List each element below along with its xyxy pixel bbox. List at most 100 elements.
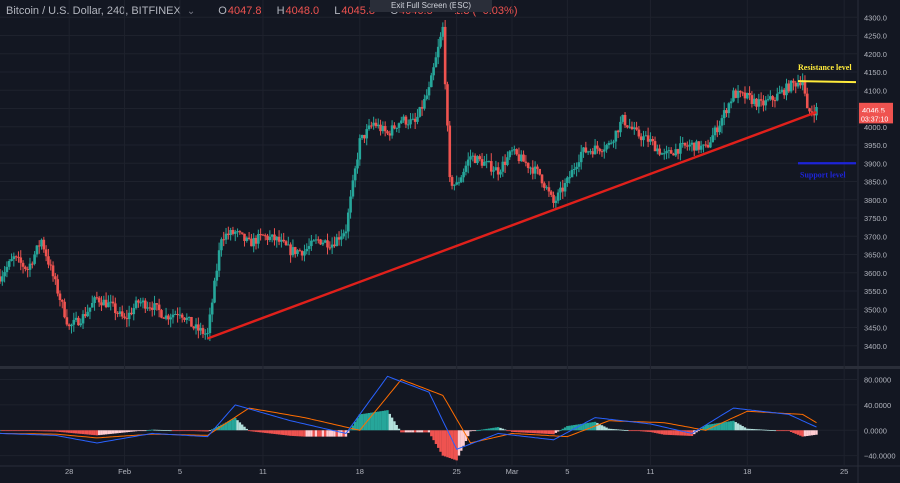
candle-body	[176, 313, 179, 315]
macd-histogram-bar	[808, 430, 811, 436]
macd-histogram-bar	[88, 430, 92, 435]
candle-body	[713, 127, 717, 136]
macd-histogram-bar	[377, 411, 380, 431]
candle-body	[275, 236, 279, 241]
candle-body	[337, 237, 341, 240]
time-tick-label: 11	[259, 467, 267, 476]
candle-body	[709, 142, 712, 148]
macd-histogram-bar	[566, 426, 569, 431]
candle-body	[266, 235, 269, 241]
candle-body	[526, 162, 530, 169]
macd-histogram-bar	[118, 430, 122, 433]
candle-body	[111, 301, 115, 304]
macd-histogram-bar	[621, 429, 624, 431]
candle-body	[74, 317, 78, 320]
candle-body	[291, 247, 295, 256]
macd-histogram-bar	[443, 430, 447, 457]
macd-histogram-bar	[667, 430, 671, 435]
candle-body	[697, 141, 701, 150]
chevron-down-icon[interactable]: ⌄	[186, 6, 196, 17]
candle-body	[803, 80, 807, 94]
macd-tick-label: 0.0000	[864, 426, 887, 435]
macd-histogram-bar	[187, 430, 191, 432]
candle-body	[436, 46, 440, 58]
macd-histogram-bar	[644, 430, 648, 432]
macd-histogram-bar	[603, 426, 606, 431]
candle-body	[568, 177, 571, 179]
candle-body	[287, 244, 290, 246]
candle-body	[54, 276, 57, 280]
macd-histogram-bar	[568, 425, 571, 431]
macd-histogram-bar	[789, 430, 793, 432]
ohlc-high: H4048.0	[277, 5, 326, 17]
candle-body	[349, 196, 352, 213]
price-tick-label: 3700.0	[864, 232, 887, 241]
candle-body	[789, 80, 793, 92]
candle-body	[120, 311, 124, 317]
macd-histogram-bar	[810, 430, 814, 436]
candle-body	[771, 96, 774, 101]
macd-histogram-bar	[522, 430, 525, 433]
macd-histogram-bar	[561, 428, 564, 431]
candle-body	[547, 187, 551, 192]
candle-body	[499, 171, 502, 175]
candle-body	[123, 316, 126, 318]
macd-histogram-bar	[545, 430, 548, 434]
macd-histogram-bar	[137, 430, 140, 432]
candle-body	[476, 156, 479, 163]
ohlc-open: O4047.8	[218, 5, 267, 17]
macd-histogram-bar	[33, 430, 36, 432]
candle-body	[778, 92, 781, 94]
macd-histogram-bar	[49, 430, 52, 432]
price-tick-label: 3450.0	[864, 324, 887, 333]
candle-body	[77, 317, 80, 326]
candle-body	[651, 138, 655, 142]
candle-body	[316, 239, 320, 241]
candle-body	[1, 276, 4, 282]
low-label: L	[334, 5, 341, 17]
macd-histogram-bar	[305, 430, 308, 437]
time-tick-label: Mar	[506, 467, 519, 476]
macd-histogram-bar	[319, 430, 322, 437]
macd-histogram-bar	[26, 430, 29, 432]
macd-histogram-bar	[107, 430, 110, 435]
candle-body	[764, 100, 768, 106]
macd-histogram-bar	[252, 430, 255, 432]
candle-body	[356, 159, 359, 169]
symbol-title[interactable]: Bitcoin / U.S. Dollar, 240, BITFINEX	[6, 5, 181, 17]
macd-histogram-bar	[277, 430, 281, 435]
macd-histogram-bar	[10, 430, 13, 432]
candle-body	[84, 314, 87, 317]
exit-fullscreen-button[interactable]: Exit Full Screen (ESC)	[370, 0, 492, 12]
macd-histogram-bar	[418, 430, 421, 433]
macd-histogram-bar	[704, 424, 707, 431]
candle-body	[732, 90, 735, 102]
candle-body	[741, 92, 744, 94]
candle-body	[430, 75, 433, 88]
price-tick-label: 3850.0	[864, 178, 887, 187]
candle-body	[114, 303, 117, 314]
macd-histogram-bar	[181, 430, 184, 432]
macd-histogram-bar	[556, 430, 560, 432]
candle-body	[102, 299, 106, 306]
candle-body	[734, 90, 738, 98]
candle-body	[150, 307, 154, 310]
candle-body	[563, 182, 567, 192]
time-tick-label: Feb	[118, 467, 131, 476]
open-label: O	[218, 5, 227, 17]
candle-body	[801, 80, 804, 86]
candle-body	[513, 149, 516, 151]
macd-histogram-bar	[487, 428, 491, 431]
macd-histogram-bar	[559, 430, 562, 431]
candle-body	[757, 99, 761, 107]
macd-histogram-bar	[370, 412, 373, 431]
candle-body	[642, 136, 645, 141]
price-tick-label: 4300.0	[864, 13, 887, 22]
macd-histogram-bar	[441, 430, 445, 456]
candle-body	[718, 125, 721, 133]
macd-histogram-bar	[727, 421, 731, 431]
macd-histogram-bar	[259, 430, 262, 433]
macd-histogram-bar	[333, 430, 336, 437]
candle-body	[137, 300, 140, 303]
